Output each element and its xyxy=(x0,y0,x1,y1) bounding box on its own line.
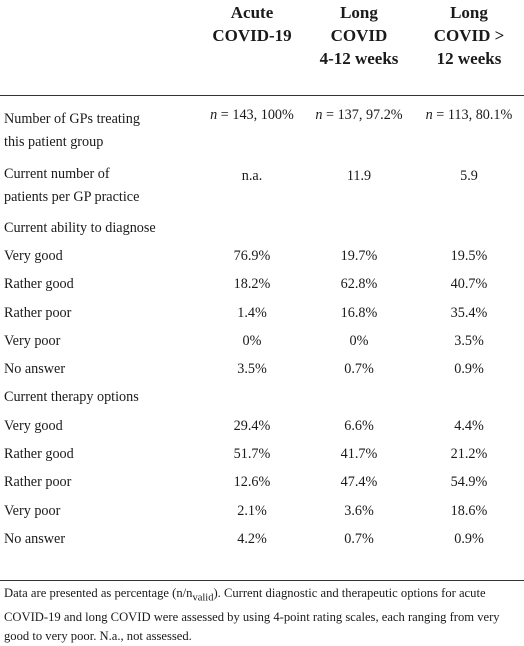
cell-acute: n = 143, 100% xyxy=(200,95,304,157)
cell-long-4-12: 0.7% xyxy=(344,530,374,547)
cell-acute: 51.7% xyxy=(233,446,271,463)
table-row: Rather good 51.7% 41.7% 21.2% xyxy=(0,440,524,468)
cell-acute: 76.9% xyxy=(233,247,271,264)
cell-long-12plus: n = 113, 80.1% xyxy=(414,95,524,157)
header-long-covid-12plus: Long COVID > 12 weeks xyxy=(433,3,505,68)
cell-acute: 4.2% xyxy=(237,530,267,547)
results-table: Acute COVID-19 Long COVID 4-12 weeks Lon… xyxy=(0,0,524,553)
cell-long-12plus: 4.4% xyxy=(454,417,484,434)
row-label: Rather poor xyxy=(4,474,72,491)
row-label: No answer xyxy=(4,361,66,378)
cell-long-12plus: 0.9% xyxy=(454,530,484,547)
row-label: Current number of patients per GP practi… xyxy=(4,165,140,205)
cell-acute: 29.4% xyxy=(233,417,271,434)
cell-acute: 2.1% xyxy=(237,502,267,519)
cell-acute: 1.4% xyxy=(237,304,267,321)
row-label: No answer xyxy=(4,530,66,547)
table-row: Very good 29.4% 6.6% 4.4% xyxy=(0,412,524,440)
cell-long-12plus: 40.7% xyxy=(450,276,488,293)
cell-long-12plus: 5.9 xyxy=(460,168,478,184)
cell-long-12plus: 19.5% xyxy=(450,247,488,264)
section-header-diagnose: Current ability to diagnose xyxy=(0,214,524,242)
cell-long-4-12: n = 137, 97.2% xyxy=(304,95,414,157)
row-label: Number of GPs treating this patient grou… xyxy=(0,95,200,157)
row-label: Rather good xyxy=(4,276,74,293)
table-footnote: Data are presented as percentage (n/nval… xyxy=(4,586,500,643)
header-acute-covid: Acute COVID-19 xyxy=(212,3,292,45)
table-header-row: Acute COVID-19 Long COVID 4-12 weeks Lon… xyxy=(0,0,524,96)
section-label: Current ability to diagnose xyxy=(4,219,156,236)
table-row: Very poor 2.1% 3.6% 18.6% xyxy=(0,497,524,525)
cell-long-4-12: 0% xyxy=(349,332,369,349)
section-header-therapy: Current therapy options xyxy=(0,384,524,412)
table-row: Rather poor 12.6% 47.4% 54.9% xyxy=(0,469,524,497)
table-row: No answer 4.2% 0.7% 0.9% xyxy=(0,525,524,553)
table-row: Rather good 18.2% 62.8% 40.7% xyxy=(0,271,524,299)
row-label: Very good xyxy=(4,247,63,264)
cell-long-4-12: 6.6% xyxy=(344,417,374,434)
cell-long-4-12: 0.7% xyxy=(344,361,374,378)
row-label: Very poor xyxy=(4,332,61,349)
table-bottom-rule xyxy=(0,580,524,581)
cell-long-4-12: 62.8% xyxy=(340,276,378,293)
table-row: Rather poor 1.4% 16.8% 35.4% xyxy=(0,299,524,327)
header-blank-cell xyxy=(0,0,200,96)
cell-long-12plus: 0.9% xyxy=(454,361,484,378)
cell-long-12plus: 54.9% xyxy=(450,474,488,491)
row-label: Very good xyxy=(4,417,63,434)
cell-long-12plus: 21.2% xyxy=(450,446,488,463)
cell-acute: n.a. xyxy=(241,168,263,184)
row-label: Rather good xyxy=(4,446,74,463)
cell-acute: 18.2% xyxy=(233,276,271,293)
cell-acute: 0% xyxy=(242,332,262,349)
cell-acute: 12.6% xyxy=(233,474,271,491)
table-row: Very good 76.9% 19.7% 19.5% xyxy=(0,242,524,270)
row-label: Very poor xyxy=(4,502,61,519)
cell-long-4-12: 41.7% xyxy=(340,446,378,463)
cell-long-12plus: 35.4% xyxy=(450,304,488,321)
table-row: No answer 3.5% 0.7% 0.9% xyxy=(0,355,524,383)
cell-long-4-12: 47.4% xyxy=(340,474,378,491)
header-long-covid-4-12: Long COVID 4-12 weeks xyxy=(319,3,399,68)
table-row-patients-per-practice: Current number of patients per GP practi… xyxy=(0,157,524,214)
table-row-gps-treating: Number of GPs treating this patient grou… xyxy=(0,95,524,157)
cell-long-12plus: 3.5% xyxy=(454,332,484,349)
results-table-container: Acute COVID-19 Long COVID 4-12 weeks Lon… xyxy=(0,0,524,553)
cell-long-4-12: 16.8% xyxy=(340,304,378,321)
cell-long-4-12: 11.9 xyxy=(346,168,372,184)
row-label: Rather poor xyxy=(4,304,72,321)
table-row: Very poor 0% 0% 3.5% xyxy=(0,327,524,355)
section-label: Current therapy options xyxy=(4,389,139,406)
cell-acute: 3.5% xyxy=(237,361,267,378)
cell-long-12plus: 18.6% xyxy=(450,502,488,519)
cell-long-4-12: 19.7% xyxy=(340,247,378,264)
cell-long-4-12: 3.6% xyxy=(344,502,374,519)
